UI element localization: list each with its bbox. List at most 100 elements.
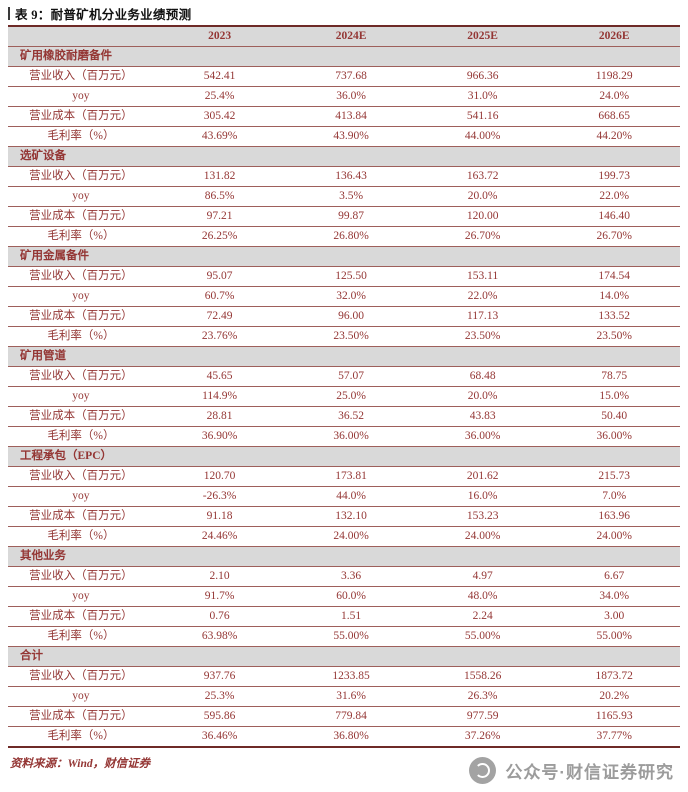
data-row: 营业成本（百万元） 0.76 1.51 2.24 3.00 [8, 606, 680, 627]
row-value: 132.10 [285, 506, 417, 527]
row-value: 541.16 [416, 106, 549, 127]
row-value: 4.97 [416, 566, 549, 587]
table-title-row: 表 9：耐普矿机分业务业绩预测 [8, 5, 680, 22]
row-value: 36.0% [285, 86, 417, 107]
row-value: 20.0% [416, 386, 549, 407]
row-value: 1233.85 [285, 666, 417, 687]
row-label: 营业成本（百万元） [8, 606, 154, 627]
row-value: 25.0% [285, 386, 417, 407]
data-row: 营业成本（百万元） 72.49 96.00 117.13 133.52 [8, 306, 680, 327]
row-value: 26.80% [285, 226, 417, 247]
row-value: 26.70% [548, 226, 680, 247]
row-value: 26.25% [153, 226, 286, 247]
row-value: 86.5% [153, 186, 286, 207]
data-row: yoy 91.7% 60.0% 48.0% 34.0% [8, 586, 680, 607]
row-value: 22.0% [548, 186, 680, 207]
row-value: 779.84 [285, 706, 417, 727]
section-title: 矿用金属备件 [8, 246, 680, 267]
data-row: 毛利率（%） 23.76% 23.50% 23.50% 23.50% [8, 326, 680, 347]
section-row-5: 其他业务 [8, 546, 680, 567]
data-row: 毛利率（%） 26.25% 26.80% 26.70% 26.70% [8, 226, 680, 247]
row-label: yoy [8, 186, 154, 207]
row-value: 3.36 [285, 566, 417, 587]
data-row: yoy 25.3% 31.6% 26.3% 20.2% [8, 686, 680, 707]
row-value: 1198.29 [548, 66, 680, 87]
data-row: 毛利率（%） 36.46% 36.80% 37.26% 37.77% [8, 726, 680, 748]
watermark-text: 公众号·财信证券研究 [505, 763, 674, 782]
data-row: 毛利率（%） 63.98% 55.00% 55.00% 55.00% [8, 626, 680, 647]
row-label: 营业成本（百万元） [8, 406, 154, 427]
row-value: 60.0% [285, 586, 417, 607]
row-value: 55.00% [285, 626, 417, 647]
row-value: 20.2% [548, 686, 680, 707]
row-value: 32.0% [285, 286, 417, 307]
row-value: 45.65 [153, 366, 286, 387]
row-value: 78.75 [548, 366, 680, 387]
header-cell-blank [8, 26, 154, 47]
row-value: 120.00 [416, 206, 549, 227]
row-value: 24.0% [548, 86, 680, 107]
row-value: 668.65 [548, 106, 680, 127]
section-title: 矿用橡胶耐磨备件 [8, 46, 680, 67]
row-label: 毛利率（%） [8, 226, 154, 247]
row-label: yoy [8, 386, 154, 407]
row-value: 23.50% [416, 326, 549, 347]
section-row-1: 选矿设备 [8, 146, 680, 167]
section-title: 选矿设备 [8, 146, 680, 167]
row-value: 595.86 [153, 706, 286, 727]
data-row: 营业收入（百万元） 120.70 173.81 201.62 215.73 [8, 466, 680, 487]
data-row: 营业成本（百万元） 595.86 779.84 977.59 1165.93 [8, 706, 680, 727]
row-value: 36.00% [416, 426, 549, 447]
row-value: 199.73 [548, 166, 680, 187]
data-row: 毛利率（%） 36.90% 36.00% 36.00% 36.00% [8, 426, 680, 447]
row-value: 15.0% [548, 386, 680, 407]
row-value: 37.77% [548, 726, 680, 748]
row-label: 营业收入（百万元） [8, 166, 154, 187]
report-page: 表 9：耐普矿机分业务业绩预测 2023 2024E 2025E 2026E 矿用橡胶… [8, 5, 680, 770]
section-row-4: 工程承包（EPC） [8, 446, 680, 467]
row-value: -26.3% [153, 486, 286, 507]
row-value: 163.96 [548, 506, 680, 527]
row-value: 23.76% [153, 326, 286, 347]
row-value: 68.48 [416, 366, 549, 387]
row-value: 44.00% [416, 126, 549, 147]
brand-circle-logo-icon [469, 757, 497, 784]
data-row: yoy 25.4% 36.0% 31.0% 24.0% [8, 86, 680, 107]
row-value: 966.36 [416, 66, 549, 87]
row-value: 1.51 [285, 606, 417, 627]
section-title: 合计 [8, 646, 680, 667]
row-value: 7.0% [548, 486, 680, 507]
row-value: 153.11 [416, 266, 549, 287]
header-cell-year-4: 2026E [548, 26, 680, 47]
row-value: 937.76 [153, 666, 286, 687]
row-value: 36.46% [153, 726, 286, 748]
header-cell-year-1: 2023 [153, 26, 286, 47]
row-label: yoy [8, 686, 154, 707]
row-value: 16.0% [416, 486, 549, 507]
row-value: 25.3% [153, 686, 286, 707]
section-row-2: 矿用金属备件 [8, 246, 680, 267]
row-label: yoy [8, 286, 154, 307]
row-label: 毛利率（%） [8, 726, 154, 748]
forecast-table: 2023 2024E 2025E 2026E 矿用橡胶耐磨备件 营业收入（百万元） 542… [8, 25, 680, 748]
header-cell-year-2: 2024E [285, 26, 417, 47]
row-value: 34.0% [548, 586, 680, 607]
row-value: 14.0% [548, 286, 680, 307]
row-value: 3.5% [285, 186, 417, 207]
header-cell-year-3: 2025E [416, 26, 549, 47]
data-row: 毛利率（%） 43.69% 43.90% 44.00% 44.20% [8, 126, 680, 147]
row-label: yoy [8, 86, 154, 107]
row-value: 97.21 [153, 206, 286, 227]
row-label: 毛利率（%） [8, 326, 154, 347]
row-value: 36.00% [285, 426, 417, 447]
row-value: 125.50 [285, 266, 417, 287]
row-value: 31.0% [416, 86, 549, 107]
row-value: 43.83 [416, 406, 549, 427]
row-value: 131.82 [153, 166, 286, 187]
data-row: yoy 114.9% 25.0% 20.0% 15.0% [8, 386, 680, 407]
row-value: 542.41 [153, 66, 286, 87]
row-value: 737.68 [285, 66, 417, 87]
row-label: 营业收入（百万元） [8, 66, 154, 87]
row-value: 6.67 [548, 566, 680, 587]
data-row: 营业成本（百万元） 97.21 99.87 120.00 146.40 [8, 206, 680, 227]
